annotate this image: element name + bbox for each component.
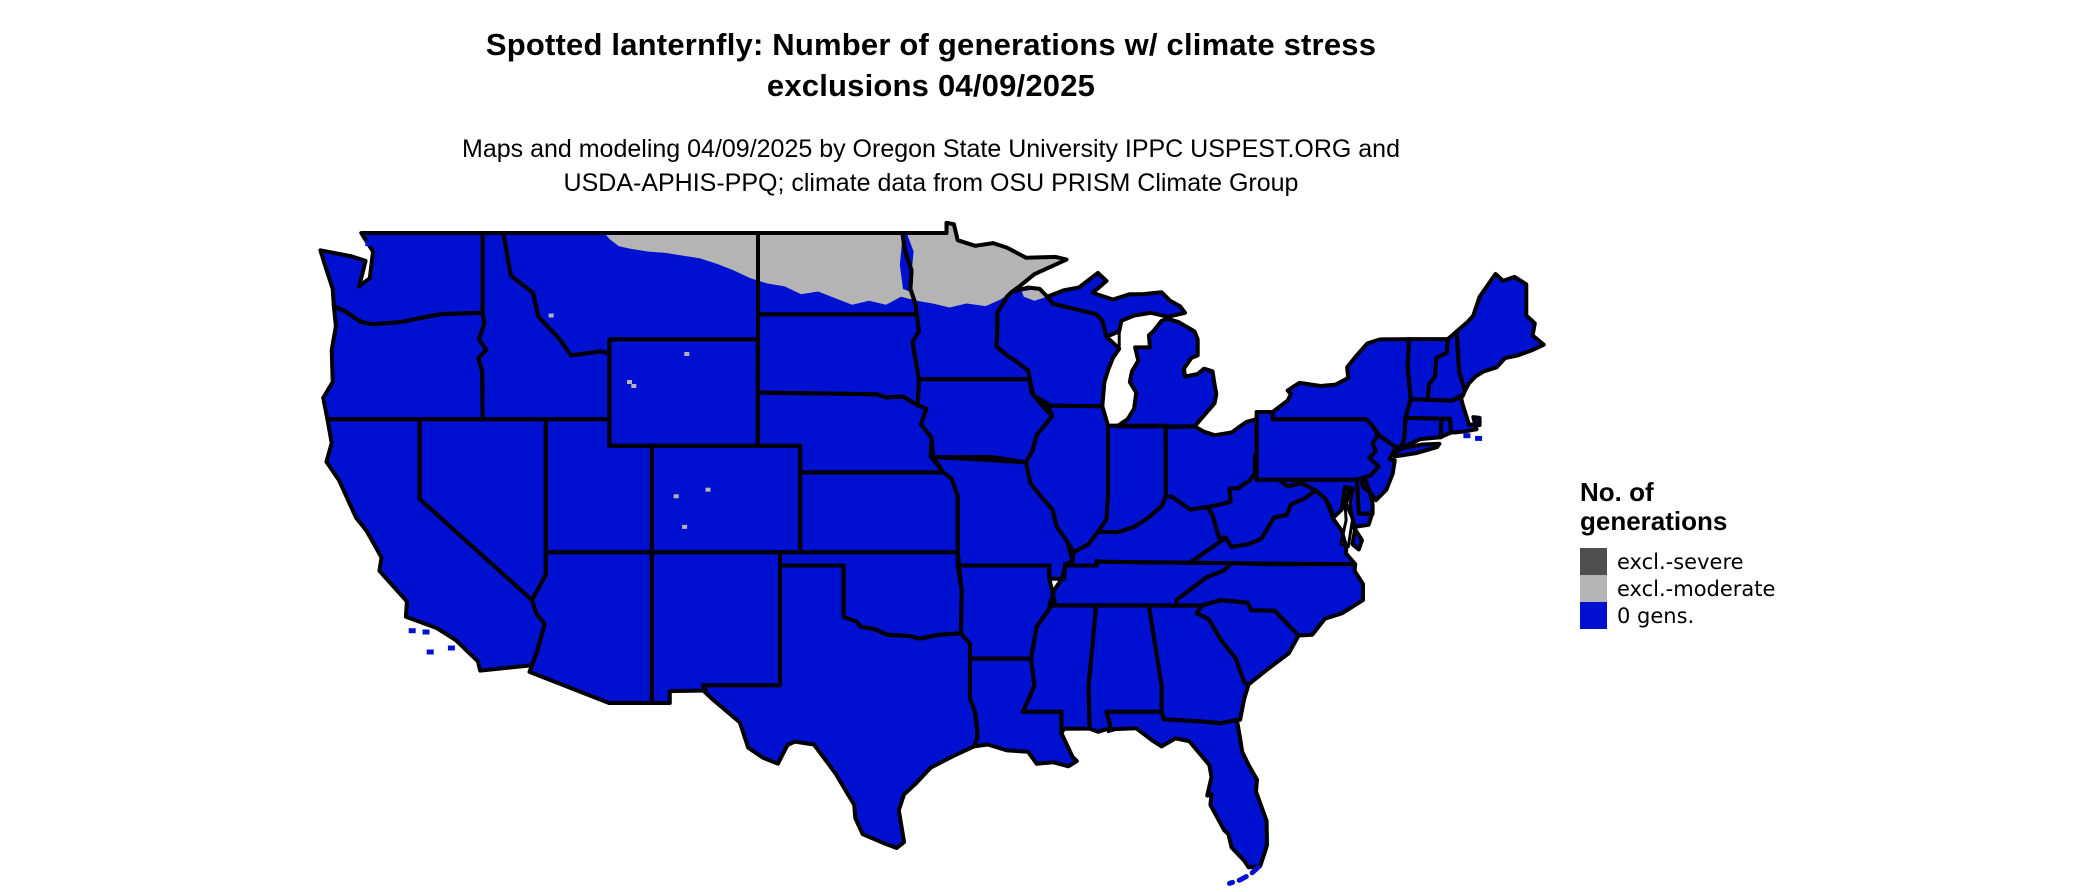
state-border-ohio bbox=[1163, 417, 1259, 512]
legend-title-line2: generations bbox=[1580, 506, 1728, 536]
state-fill-michigan-upper bbox=[1047, 272, 1185, 337]
figure-title-line2: exclusions 04/09/2025 bbox=[766, 68, 1096, 103]
mountain-speckle-2 bbox=[682, 524, 688, 529]
state-fill-indiana bbox=[1098, 425, 1166, 533]
state-fill-tennessee bbox=[1049, 561, 1232, 606]
island-dot-1 bbox=[1475, 435, 1483, 441]
excl-moderate-label: excl.-moderate bbox=[1617, 576, 1776, 601]
state-border-michigan-lower bbox=[1115, 316, 1219, 429]
state-fill-washington bbox=[320, 233, 483, 325]
island-dot-3 bbox=[408, 628, 416, 634]
mountain-speckle-4 bbox=[684, 352, 690, 356]
state-fill-wyoming bbox=[609, 339, 758, 446]
mountain-speckle-1 bbox=[705, 487, 711, 492]
island-dot-5 bbox=[426, 649, 434, 655]
state-fill-south-dakota bbox=[757, 314, 919, 406]
state-border-long-island bbox=[1392, 441, 1442, 459]
state-fill-arkansas bbox=[957, 565, 1055, 659]
state-fill-montana bbox=[503, 233, 758, 356]
state-fill-nevada bbox=[419, 419, 546, 601]
state-fill-georgia bbox=[1148, 605, 1249, 724]
state-border-maine bbox=[1454, 272, 1546, 393]
state-fill-north-carolina bbox=[1176, 563, 1363, 636]
state-fill-virginia bbox=[1189, 490, 1356, 565]
state-border-florida bbox=[1104, 709, 1269, 870]
figure-title-line1: Spotted lanternfly: Number of generation… bbox=[485, 27, 1377, 62]
state-fill-oklahoma bbox=[780, 552, 962, 639]
state-fill-connecticut bbox=[1402, 417, 1442, 446]
mountain-speckle-5 bbox=[627, 380, 632, 384]
zero-gens-swatch bbox=[1580, 602, 1607, 629]
state-fill-mississippi bbox=[1022, 601, 1096, 734]
state-fill-pennsylvania bbox=[1256, 412, 1379, 480]
island-dot-2 bbox=[422, 629, 430, 635]
state-fill-wisconsin bbox=[996, 287, 1120, 407]
state-fill-new-hampshire bbox=[1427, 331, 1465, 401]
figure-subtitle: Maps and modeling 04/09/2025 by Oregon S… bbox=[331, 132, 1531, 200]
state-border-michigan-upper bbox=[1045, 270, 1187, 339]
legend-item-excl-severe: excl.-severe bbox=[1580, 548, 1775, 575]
mountain-speckle-3 bbox=[631, 384, 637, 388]
state-fill-new-mexico bbox=[651, 552, 780, 703]
island-dot-4 bbox=[447, 645, 455, 651]
state-fill-vermont bbox=[1407, 339, 1448, 400]
zero-gens-label: 0 gens. bbox=[1617, 603, 1695, 628]
state-fill-kansas bbox=[800, 472, 958, 553]
legend-title: No. of generations bbox=[1580, 478, 1775, 536]
state-border-new-jersey bbox=[1360, 433, 1398, 503]
state-fill-kentucky bbox=[1065, 496, 1226, 566]
figure-title: Spotted lanternfly: Number of generation… bbox=[331, 24, 1531, 106]
mountain-speckle-0 bbox=[673, 494, 679, 499]
legend-item-0-gens: 0 gens. bbox=[1580, 602, 1775, 629]
figure-subtitle-line1: Maps and modeling 04/09/2025 by Oregon S… bbox=[462, 135, 1400, 163]
mountain-speckle-6 bbox=[548, 313, 554, 318]
state-border-illinois bbox=[1024, 403, 1110, 555]
legend-item-excl-moderate: excl.-moderate bbox=[1580, 575, 1775, 602]
state-fill-florida bbox=[1106, 711, 1267, 868]
excl-severe-label: excl.-severe bbox=[1617, 549, 1744, 574]
state-fill-colorado bbox=[651, 445, 801, 553]
florida-keys bbox=[1227, 864, 1261, 886]
state-fill-arizona bbox=[529, 552, 652, 703]
excl-moderate-northern-band bbox=[604, 222, 1067, 308]
state-fill-new-york bbox=[1272, 339, 1411, 448]
excl-severe-swatch bbox=[1580, 548, 1607, 575]
state-fill-maine bbox=[1456, 274, 1544, 391]
state-fill-california bbox=[326, 419, 545, 671]
excl-moderate-wisconsin-patch bbox=[1021, 288, 1048, 301]
island-dot-6 bbox=[365, 241, 373, 247]
state-fill-utah bbox=[545, 419, 652, 553]
legend-title-line1: No. of bbox=[1580, 477, 1654, 507]
state-fill-west-virginia bbox=[1207, 455, 1316, 547]
state-fill-nebraska bbox=[757, 392, 944, 473]
state-fill-iowa bbox=[917, 379, 1053, 463]
state-fill-alabama bbox=[1088, 605, 1162, 732]
figure-subtitle-line2: USDA-APHIS-PPQ; climate data from OSU PR… bbox=[563, 169, 1299, 197]
state-fill-missouri bbox=[933, 457, 1073, 579]
excl-moderate-swatch bbox=[1580, 575, 1607, 602]
state-fill-michigan-lower bbox=[1117, 318, 1217, 427]
legend: No. of generations excl.-severe excl.-mo… bbox=[1580, 478, 1775, 629]
state-fill-oregon bbox=[323, 306, 487, 420]
legend-rows: excl.-severe excl.-moderate 0 gens. bbox=[1580, 548, 1775, 629]
state-border-texas bbox=[701, 563, 980, 850]
state-fill-idaho bbox=[478, 233, 610, 420]
island-dot-0 bbox=[1463, 433, 1471, 439]
state-fill-illinois bbox=[1026, 405, 1108, 553]
